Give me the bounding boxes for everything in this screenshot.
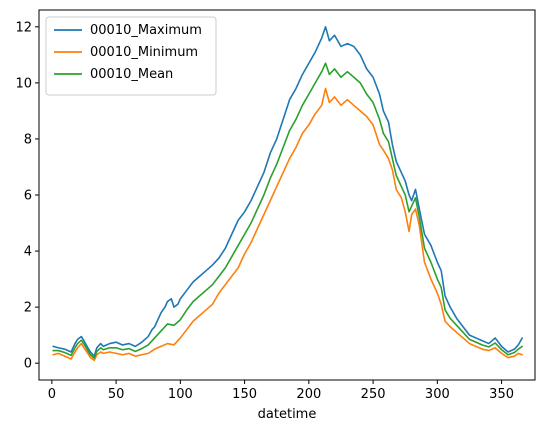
x-tick-label-5: 250 [361, 387, 386, 402]
y-tick-label-3: 6 [24, 189, 32, 204]
x-tick-label-3: 150 [232, 387, 257, 402]
y-tick-label-2: 4 [24, 245, 32, 260]
x-tick-label-2: 100 [168, 387, 193, 402]
y-tick-label-6: 12 [15, 20, 32, 35]
legend-label-1: 00010_Minimum [90, 45, 198, 60]
legend-label-0: 00010_Maximum [90, 23, 202, 38]
y-tick-label-4: 8 [24, 132, 32, 147]
y-tick-label-0: 0 [24, 357, 32, 372]
y-tick-label-1: 2 [24, 301, 32, 316]
x-axis-title: datetime [258, 407, 317, 422]
legend: 00010_Maximum 00010_Minimum 00010_Mean [46, 17, 216, 95]
x-tick-label-0: 0 [48, 387, 56, 402]
x-tick-label-7: 350 [489, 387, 514, 402]
y-tick-label-5: 10 [15, 76, 32, 91]
legend-label-2: 00010_Mean [90, 67, 173, 82]
x-tick-label-6: 300 [425, 387, 450, 402]
x-tick-label-1: 50 [108, 387, 125, 402]
x-tick-label-4: 200 [296, 387, 321, 402]
